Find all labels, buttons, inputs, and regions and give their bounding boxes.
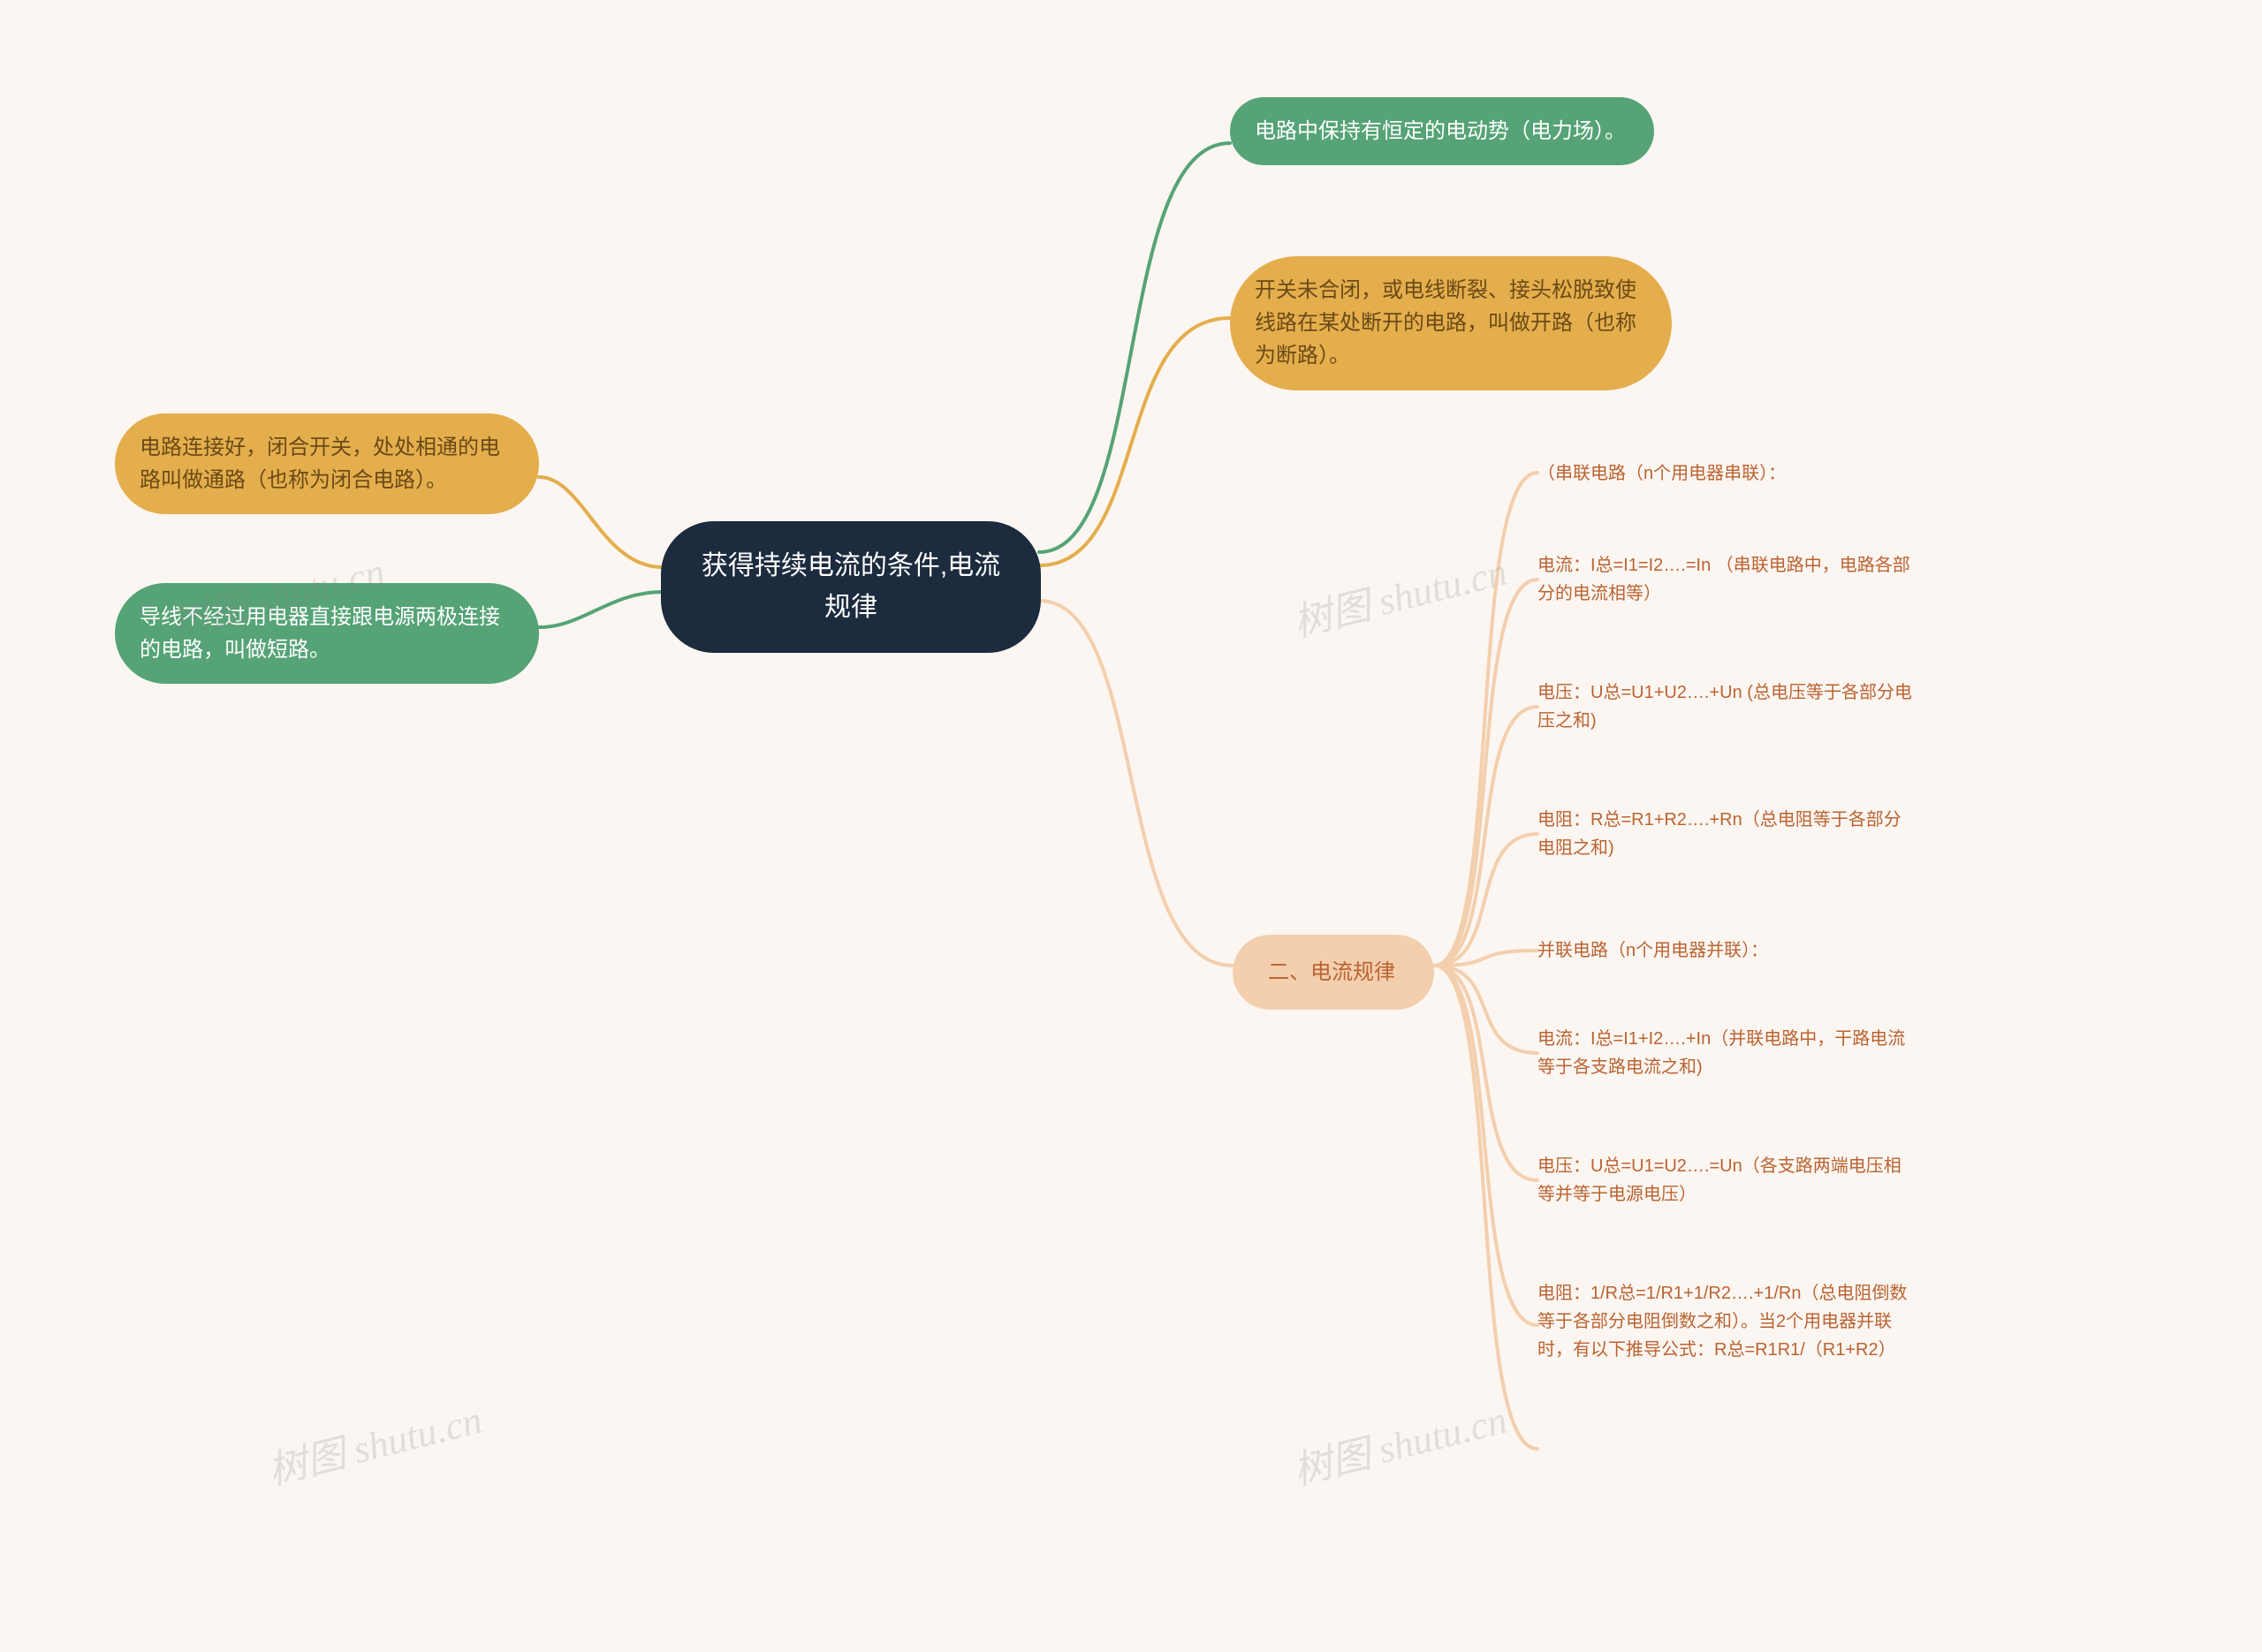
watermark: 树图 shutu.cn bbox=[1287, 1388, 1512, 1496]
node-right-emf[interactable]: 电路中保持有恒定的电动势（电力场）。 bbox=[1230, 97, 1654, 165]
leaf-4[interactable]: 并联电路（n个用电器并联）： bbox=[1537, 936, 1917, 965]
node-right-kailu[interactable]: 开关未合闭，或电线断裂、接头松脱致使线路在某处断开的电路，叫做开路（也称为断路）… bbox=[1230, 256, 1672, 390]
center-node[interactable]: 获得持续电流的条件,电流规律 bbox=[661, 521, 1041, 653]
node-left-duanlu[interactable]: 导线不经过用电器直接跟电源两极连接的电路，叫做短路。 bbox=[115, 583, 539, 684]
leaf-0[interactable]: （串联电路（n个用电器串联）： bbox=[1537, 459, 1917, 488]
leaf-5[interactable]: 电流：I总=I1+I2….+In（并联电路中，干路电流等于各支路电流之和) bbox=[1537, 1025, 1917, 1081]
edge-layer bbox=[0, 0, 2262, 1652]
leaf-1[interactable]: 电流：I总=I1=I2….=In （串联电路中，电路各部分的电流相等） bbox=[1537, 551, 1917, 608]
leaf-7[interactable]: 电阻：1/R总=1/R1+1/R2….+1/Rn（总电阻倒数等于各部分电阻倒数之… bbox=[1537, 1279, 1917, 1364]
watermark: 树图 shutu.cn bbox=[262, 1388, 487, 1496]
node-left-tongluo[interactable]: 电路连接好，闭合开关，处处相通的电路叫做通路（也称为闭合电路）。 bbox=[115, 413, 539, 514]
node-right-rules[interactable]: 二、电流规律 bbox=[1233, 935, 1434, 1010]
leaf-3[interactable]: 电阻：R总=R1+R2….+Rn（总电阻等于各部分电阻之和) bbox=[1537, 806, 1917, 862]
leaf-2[interactable]: 电压：U总=U1+U2….+Un (总电压等于各部分电压之和) bbox=[1537, 678, 1917, 735]
leaf-6[interactable]: 电压：U总=U1=U2….=Un（各支路两端电压相等并等于电源电压） bbox=[1537, 1152, 1917, 1209]
watermark: 树图 shutu.cn bbox=[1287, 540, 1512, 648]
mindmap-canvas: 获得持续电流的条件,电流规律 电路连接好，闭合开关，处处相通的电路叫做通路（也称… bbox=[0, 0, 2262, 1652]
